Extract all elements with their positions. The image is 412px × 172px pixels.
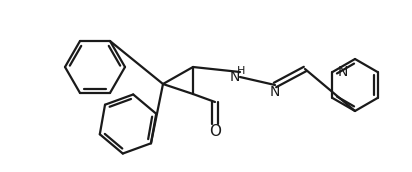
Text: O: O xyxy=(209,123,221,138)
Text: H: H xyxy=(237,66,245,76)
Text: N: N xyxy=(337,65,348,79)
Text: N: N xyxy=(230,70,240,84)
Text: N: N xyxy=(270,85,280,99)
